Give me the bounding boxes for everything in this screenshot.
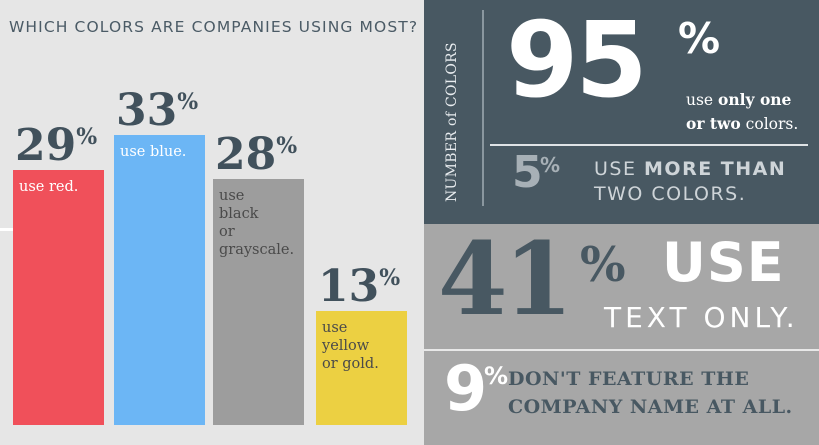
stat-95-number: 95	[506, 0, 648, 121]
stat-95-text-plain: use	[686, 91, 719, 109]
bar-use-yellow-or-gold	[316, 311, 407, 425]
stat-9-percent-sign: %	[484, 362, 509, 390]
bar-label-use-blue: use blue.	[120, 144, 187, 160]
bar-label-use-red: use red.	[19, 179, 79, 195]
text-only-panel: 41 % USE TEXT ONLY. 9 % DON'T FEATURE TH…	[424, 224, 819, 445]
bar-value-percent-sign: %	[379, 265, 401, 291]
stat-95-text-bold-2: or two	[686, 114, 741, 133]
stat-5-number: 5	[512, 147, 543, 198]
bar-use-black-or-grayscale	[213, 179, 304, 425]
stat-5-text-line2: TWO COLORS.	[594, 183, 747, 205]
stat-5-text-line1: USE MORE THAN	[594, 157, 786, 181]
bar-chart: use red. 29% use blue. 33% use black or gray…	[13, 89, 407, 425]
bar-value-label-use-red: 29%	[15, 124, 97, 168]
bar-value-percent-sign: %	[76, 124, 98, 150]
bar-value-label-use-blue: 33%	[116, 89, 198, 133]
number-of-colors-label: NUMBER of COLORS	[444, 42, 460, 202]
chart-title: WHICH COLORS ARE COMPANIES USING MOST?	[9, 18, 419, 36]
bar-value-number: 13	[318, 261, 380, 312]
bar-value-number: 33	[116, 85, 178, 136]
stat-95-text: use only one or two colors.	[686, 88, 798, 136]
bar-chart-panel: WHICH COLORS ARE COMPANIES USING MOST? u…	[0, 18, 419, 425]
divider-line	[0, 228, 13, 231]
stat-9-text-line1: DON'T FEATURE THE	[508, 368, 750, 390]
stat-41-use-word: USE	[662, 231, 785, 294]
stat-5-text-bold: MORE THAN	[644, 158, 787, 180]
stat-9-number: 9	[444, 352, 488, 425]
bar-use-red	[13, 170, 104, 425]
stat-41-text-only: TEXT ONLY.	[604, 301, 799, 334]
vertical-divider	[482, 10, 484, 206]
bar-value-number: 28	[215, 129, 277, 180]
stats-panel: NUMBER of COLORS 95 % use only one or two…	[424, 0, 819, 445]
stat-41-number: 41	[438, 220, 573, 338]
horizontal-divider-2	[424, 349, 819, 351]
bar-value-percent-sign: %	[177, 89, 199, 115]
bar-use-blue	[114, 135, 205, 425]
bar-value-label-use-yellow-or-gold: 13%	[318, 265, 400, 309]
stat-41-percent-sign: %	[580, 237, 626, 293]
bar-label-use-yellow-or-gold: use yellow or gold.	[322, 320, 379, 372]
stat-95-text-plain-2: colors.	[740, 115, 799, 133]
bar-value-number: 29	[15, 120, 77, 171]
stat-5-percent-sign: %	[540, 153, 561, 177]
number-of-colors-panel: NUMBER of COLORS 95 % use only one or two…	[424, 0, 819, 224]
stat-5-text-plain: USE	[594, 158, 645, 180]
horizontal-divider	[490, 144, 808, 146]
stat-9-text-line2: COMPANY NAME AT ALL.	[508, 396, 793, 418]
bar-value-percent-sign: %	[276, 133, 298, 159]
bar-value-label-use-black-or-grayscale: 28%	[215, 133, 297, 177]
bar-label-use-black-or-grayscale: use black or grayscale.	[219, 188, 295, 258]
stat-95-text-bold: only one	[718, 90, 792, 109]
stat-95-percent-sign: %	[678, 14, 721, 63]
